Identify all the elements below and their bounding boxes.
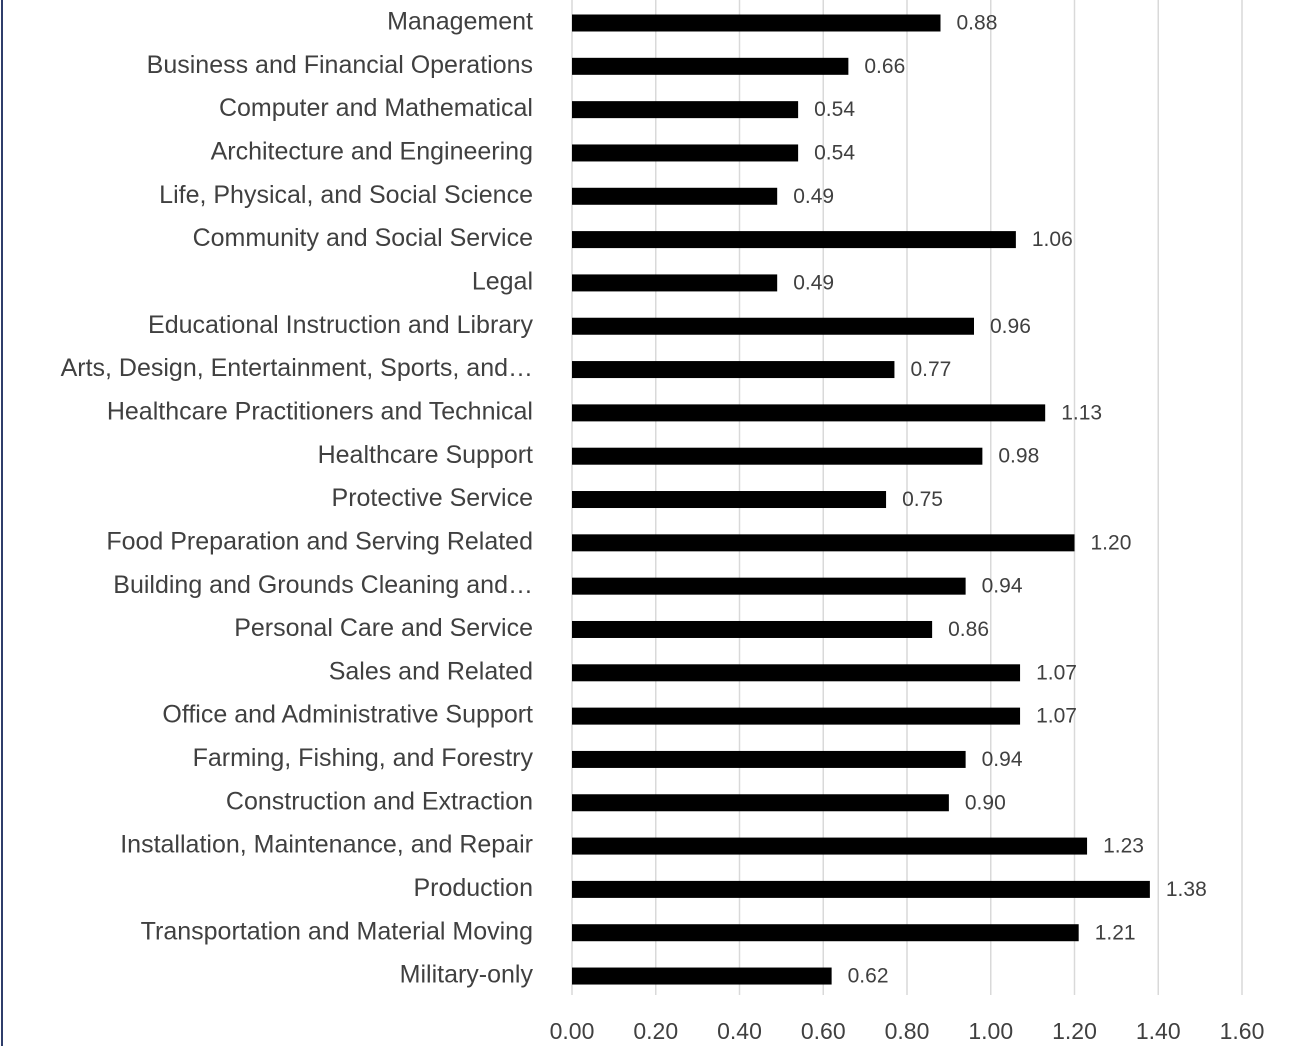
bar xyxy=(572,404,1046,422)
y-tick-label: Food Preparation and Serving Related xyxy=(106,527,533,555)
bar xyxy=(572,57,849,75)
bar xyxy=(572,101,799,119)
y-tick-label: Healthcare Support xyxy=(318,441,533,469)
data-label: 0.54 xyxy=(814,142,855,165)
y-tick-label: Farming, Fishing, and Forestry xyxy=(193,744,534,772)
data-label: 0.94 xyxy=(982,748,1023,771)
data-label: 0.49 xyxy=(793,185,834,208)
y-tick-label: Transportation and Material Moving xyxy=(141,917,533,945)
y-tick-label: Sales and Related xyxy=(329,657,533,685)
data-label: 1.20 xyxy=(1091,531,1132,554)
x-tick-label: 1.20 xyxy=(1052,1018,1097,1044)
data-label: 0.96 xyxy=(990,315,1031,338)
y-tick-label: Construction and Extraction xyxy=(226,787,533,815)
x-tick-label: 0.40 xyxy=(717,1018,762,1044)
y-tick-label: Office and Administrative Support xyxy=(162,701,533,729)
data-label: 0.98 xyxy=(998,445,1039,468)
y-tick-label: Healthcare Practitioners and Technical xyxy=(107,397,533,425)
y-tick-label: Business and Financial Operations xyxy=(147,51,533,79)
data-label: 1.07 xyxy=(1036,705,1077,728)
bar xyxy=(572,924,1079,942)
data-label: 0.66 xyxy=(864,55,905,78)
data-label: 1.13 xyxy=(1061,401,1102,424)
data-label: 1.23 xyxy=(1103,835,1144,858)
x-tick-label: 1.40 xyxy=(1136,1018,1181,1044)
y-tick-label: Production xyxy=(413,874,533,902)
x-tick-label: 0.00 xyxy=(550,1018,595,1044)
bar xyxy=(572,577,966,595)
data-label: 0.86 xyxy=(948,618,989,641)
y-tick-label: Building and Grounds Cleaning and… xyxy=(113,571,533,599)
bar xyxy=(572,664,1021,682)
y-tick-label: Life, Physical, and Social Science xyxy=(159,181,533,209)
bar xyxy=(572,274,778,292)
data-label: 1.07 xyxy=(1036,661,1077,684)
y-tick-label: Architecture and Engineering xyxy=(211,138,533,166)
data-label: 1.06 xyxy=(1032,228,1073,251)
bar xyxy=(572,447,983,465)
bar xyxy=(572,14,941,32)
x-tick-label: 1.60 xyxy=(1220,1018,1265,1044)
bar xyxy=(572,880,1150,898)
bar xyxy=(572,750,966,768)
bar xyxy=(572,794,949,812)
y-tick-label: Protective Service xyxy=(332,484,533,512)
bar xyxy=(572,707,1021,725)
bar xyxy=(572,187,778,205)
bar xyxy=(572,620,933,638)
bar xyxy=(572,144,799,162)
y-tick-label: Military-only xyxy=(400,961,534,989)
data-label: 0.49 xyxy=(793,271,834,294)
bar xyxy=(572,967,832,985)
data-label: 0.54 xyxy=(814,98,855,121)
bar xyxy=(572,491,887,509)
bar xyxy=(572,317,974,335)
data-label: 1.21 xyxy=(1095,921,1136,944)
x-tick-label: 0.20 xyxy=(633,1018,678,1044)
y-tick-label: Installation, Maintenance, and Repair xyxy=(120,831,533,859)
bar xyxy=(572,534,1075,552)
y-tick-label: Personal Care and Service xyxy=(234,614,533,642)
data-label: 0.90 xyxy=(965,791,1006,814)
bar xyxy=(572,361,895,379)
data-label: 0.77 xyxy=(910,358,951,381)
x-tick-label: 0.60 xyxy=(801,1018,846,1044)
x-tick-label: 1.00 xyxy=(968,1018,1013,1044)
bar xyxy=(572,837,1088,855)
y-tick-label: Computer and Mathematical xyxy=(219,94,533,122)
y-tick-label: Management xyxy=(387,8,533,36)
data-label: 0.88 xyxy=(957,12,998,35)
y-tick-label: Community and Social Service xyxy=(193,224,533,252)
data-label: 0.62 xyxy=(848,965,889,988)
bar xyxy=(572,231,1016,249)
data-label: 0.75 xyxy=(902,488,943,511)
y-tick-label: Legal xyxy=(472,268,533,296)
y-tick-label: Arts, Design, Entertainment, Sports, and… xyxy=(61,354,533,382)
data-label: 0.94 xyxy=(982,575,1023,598)
data-label: 1.38 xyxy=(1166,878,1207,901)
x-tick-label: 0.80 xyxy=(885,1018,930,1044)
y-tick-label: Educational Instruction and Library xyxy=(148,311,533,339)
